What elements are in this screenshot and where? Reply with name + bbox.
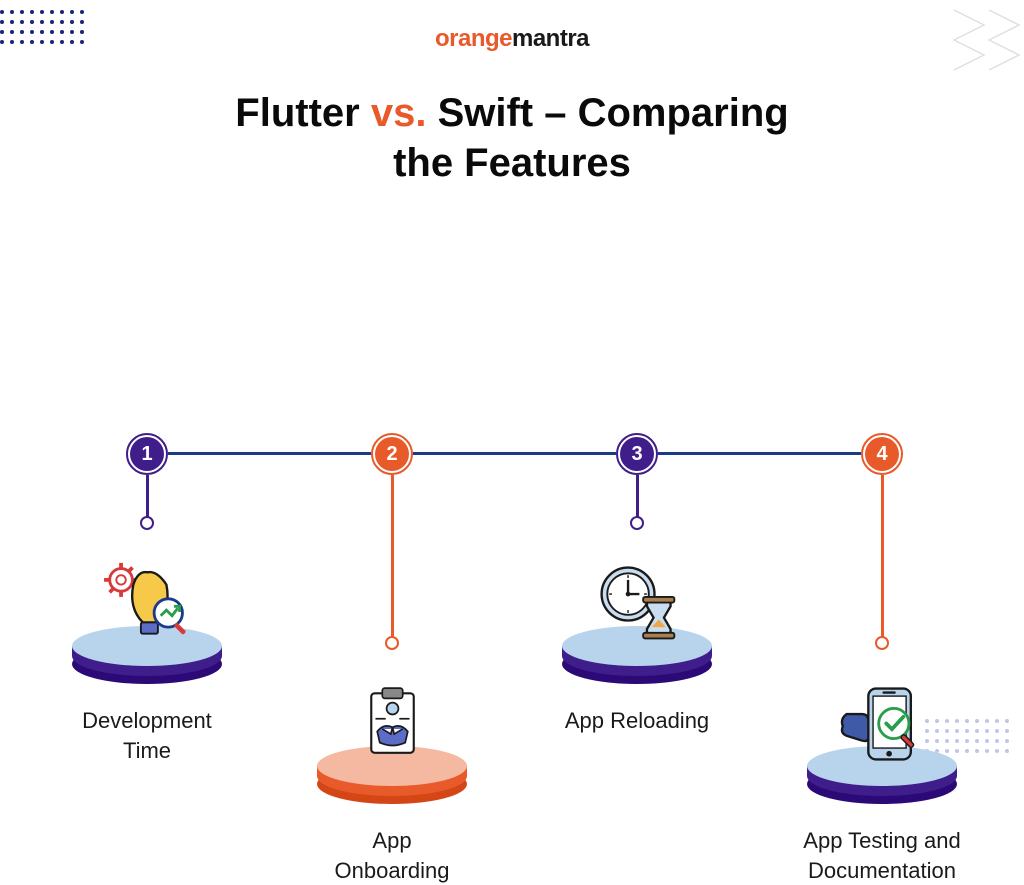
feature-2: AppOnboarding <box>292 746 492 885</box>
page-title: Flutter vs. Swift – Comparing the Featur… <box>0 88 1024 188</box>
pedestal <box>562 626 712 686</box>
timeline-node-1: 1 <box>126 433 168 475</box>
timeline-stem-dot <box>875 636 889 650</box>
feature-label: App Reloading <box>537 706 737 736</box>
timeline-node-2: 2 <box>371 433 413 475</box>
clipboard-icon <box>342 678 442 768</box>
logo-part1: orange <box>435 25 512 52</box>
timeline-node-3: 3 <box>616 433 658 475</box>
decor-lines-tr <box>944 5 1024 75</box>
pedestal <box>317 746 467 806</box>
title-line2: the Features <box>393 141 631 185</box>
feature-1: DevelopmentTime <box>47 626 247 765</box>
timeline-segment <box>168 452 371 455</box>
phone-icon <box>832 678 932 768</box>
bulb-icon <box>97 558 197 648</box>
timeline-stem <box>881 475 884 643</box>
brand-logo: orangemantra <box>0 0 1024 53</box>
timeline-stem-dot <box>385 636 399 650</box>
timeline-segment <box>658 452 861 455</box>
title-post: Swift – Comparing <box>426 91 788 135</box>
feature-label: DevelopmentTime <box>47 706 247 765</box>
feature-3: App Reloading <box>537 626 737 736</box>
pedestal <box>72 626 222 686</box>
logo-part2: mantra <box>512 25 589 52</box>
pedestal <box>807 746 957 806</box>
decor-dots-tl <box>0 10 84 44</box>
clock-icon <box>587 558 687 648</box>
timeline-node-4: 4 <box>861 433 903 475</box>
timeline-stem <box>391 475 394 643</box>
title-vs: vs. <box>371 91 427 135</box>
timeline-stem-dot <box>140 516 154 530</box>
feature-label: AppOnboarding <box>292 826 492 885</box>
timeline-stem-dot <box>630 516 644 530</box>
title-pre: Flutter <box>235 91 371 135</box>
timeline-segment <box>413 452 616 455</box>
feature-4: App Testing andDocumentation <box>782 746 982 885</box>
feature-label: App Testing andDocumentation <box>782 826 982 885</box>
